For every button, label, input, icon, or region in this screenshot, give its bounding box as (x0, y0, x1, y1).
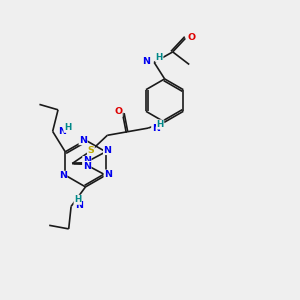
Text: H: H (157, 120, 164, 129)
Text: N: N (76, 201, 84, 210)
Text: H: H (64, 123, 71, 132)
Text: N: N (79, 136, 87, 145)
Text: O: O (114, 107, 122, 116)
Text: N: N (83, 161, 91, 170)
Text: N: N (59, 171, 67, 180)
Text: N: N (58, 128, 66, 136)
Text: S: S (88, 146, 94, 155)
Text: N: N (142, 57, 150, 66)
Text: O: O (188, 33, 196, 42)
Text: H: H (156, 52, 163, 62)
Text: N: N (152, 124, 160, 133)
Text: N: N (83, 157, 91, 166)
Text: N: N (104, 170, 112, 179)
Text: N: N (103, 146, 112, 154)
Text: H: H (74, 195, 81, 204)
